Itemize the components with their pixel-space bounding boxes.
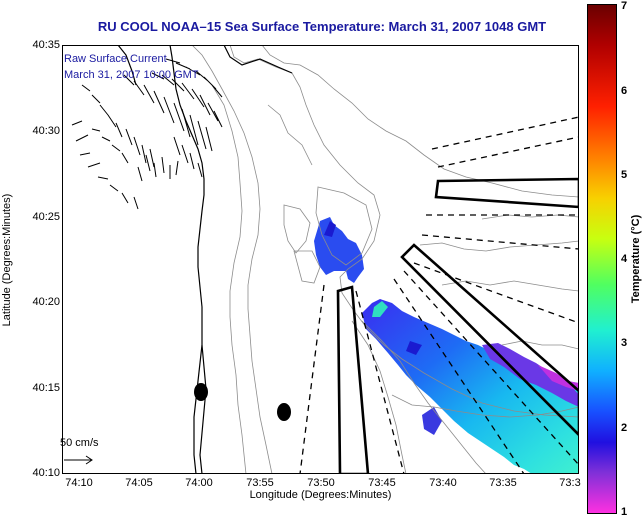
y-tick-label: 40:35 <box>32 39 60 51</box>
y-tick-label: 40:20 <box>32 296 60 308</box>
colorbar-tick-label: 5 <box>621 169 628 181</box>
x-tick-label: 73:50 <box>307 477 335 489</box>
y-tick-label: 40:25 <box>32 211 60 223</box>
y-tick-label: 40:30 <box>32 125 60 137</box>
y-axis-label-wrap: Latitude (Degrees:Minutes) <box>0 45 14 475</box>
y-tick-label: 40:15 <box>32 382 60 394</box>
colorbar-tick-label: 1 <box>621 506 628 518</box>
x-tick-label: 73:40 <box>429 477 457 489</box>
x-tick-label: 74:05 <box>125 477 153 489</box>
bathymetry-contours <box>191 45 579 474</box>
dashed-boundaries <box>299 116 579 474</box>
colorbar-tick-label: 2 <box>621 422 628 434</box>
x-tick-label: 73:3 <box>559 477 581 489</box>
x-tick-label: 73:45 <box>368 477 396 489</box>
region-boxes <box>336 177 579 474</box>
colorbar-tick-label: 6 <box>621 85 628 97</box>
current-vectors <box>71 58 223 210</box>
colorbar-label: Temperature (°C) <box>630 214 642 304</box>
y-axis-label: Latitude (Degrees:Minutes) <box>1 193 13 327</box>
colorbar-label-wrap: Temperature (°C) <box>628 4 644 514</box>
scale-label: 50 cm/s <box>60 437 99 449</box>
x-tick-label: 74:00 <box>185 477 213 489</box>
annotation-line-2: March 31, 2007 10:00 GMT <box>64 69 199 81</box>
plot-frame <box>62 45 579 474</box>
colorbar <box>587 4 617 514</box>
scale-arrow <box>64 455 93 465</box>
marker-blob <box>277 403 291 421</box>
map-plot <box>62 45 579 474</box>
sst-patches <box>314 217 579 474</box>
colorbar-tick-label: 4 <box>621 253 628 265</box>
annotation-line-1: Raw Surface Current <box>64 53 167 65</box>
x-tick-label: 73:35 <box>489 477 517 489</box>
x-tick-label: 73:55 <box>246 477 274 489</box>
x-tick-label: 74:10 <box>65 477 93 489</box>
colorbar-tick-label: 7 <box>621 0 628 12</box>
y-tick-label: 40:10 <box>32 467 60 479</box>
coastline <box>117 45 293 474</box>
map-title: RU COOL NOAA–15 Sea Surface Temperature:… <box>97 19 547 34</box>
x-axis-label: Longitude (Degrees:Minutes) <box>249 489 392 501</box>
colorbar-tick-label: 3 <box>621 337 628 349</box>
marker-blob <box>194 383 208 401</box>
